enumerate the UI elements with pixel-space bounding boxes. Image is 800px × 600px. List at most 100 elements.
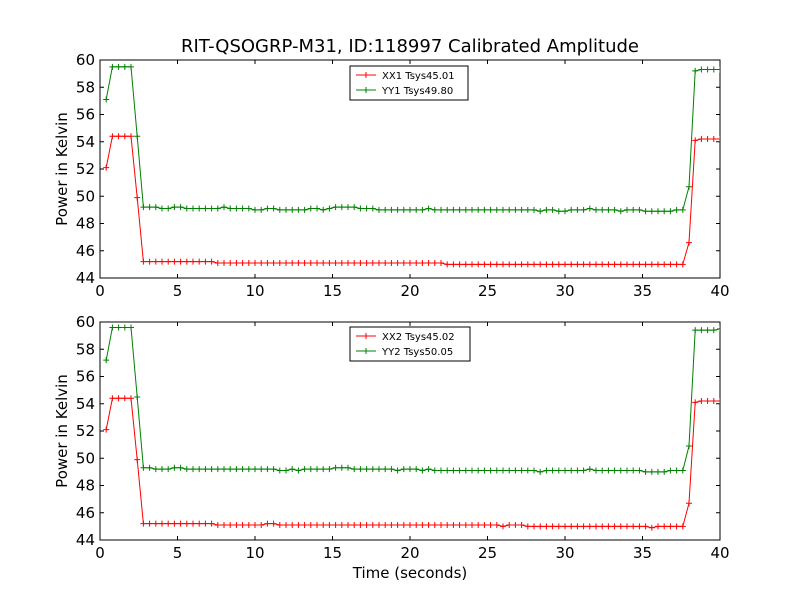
data-point-marker	[506, 261, 513, 268]
data-point-marker	[692, 137, 699, 144]
data-point-marker	[289, 206, 296, 213]
data-point-marker	[562, 467, 568, 474]
legend-box	[349, 65, 469, 101]
data-point-marker	[177, 204, 184, 211]
data-point-marker	[599, 261, 606, 268]
data-point-marker	[407, 260, 413, 267]
data-point-marker	[357, 205, 364, 212]
legend-marker	[363, 348, 369, 354]
data-point-marker	[481, 261, 488, 268]
data-point-marker	[593, 467, 599, 474]
data-point-marker	[314, 205, 320, 212]
data-point-marker	[555, 467, 562, 474]
data-point-marker	[413, 260, 420, 267]
data-point-marker	[134, 456, 141, 463]
data-point-marker	[388, 260, 395, 267]
data-point-marker	[252, 260, 258, 267]
data-point-marker	[103, 96, 110, 103]
data-point-marker	[636, 261, 643, 268]
data-point-marker	[252, 466, 258, 473]
x-tick-label: 5	[173, 544, 183, 562]
y-axis-label: Power in Kelvin	[53, 112, 71, 226]
data-point-marker	[630, 523, 637, 530]
data-point-marker	[326, 466, 333, 473]
data-point-marker	[444, 522, 451, 529]
data-point-marker	[115, 133, 122, 140]
data-point-marker	[462, 261, 469, 268]
data-point-marker	[704, 66, 711, 73]
data-point-marker	[524, 261, 531, 268]
y-tick-label: 54	[76, 395, 95, 413]
data-point-marker	[630, 261, 637, 268]
data-point-marker	[580, 206, 587, 213]
x-tick-label: 25	[478, 544, 497, 562]
data-point-marker	[611, 261, 618, 268]
data-point-marker	[686, 239, 692, 246]
data-point-marker	[438, 260, 444, 267]
data-point-marker	[586, 523, 593, 530]
data-point-marker	[258, 260, 265, 267]
data-point-marker	[121, 63, 128, 70]
data-point-marker	[574, 206, 581, 213]
data-point-marker	[425, 522, 432, 529]
data-point-marker	[295, 467, 302, 474]
data-point-marker	[134, 133, 141, 140]
data-point-marker	[673, 523, 680, 530]
data-point-marker	[524, 467, 531, 474]
data-point-marker	[419, 206, 426, 213]
x-tick-label: 0	[95, 282, 105, 300]
data-point-marker	[369, 522, 376, 529]
data-point-marker	[617, 208, 624, 215]
y-tick-label: 50	[76, 449, 95, 467]
data-point-marker	[611, 467, 618, 474]
data-point-marker	[202, 258, 209, 265]
y-tick-label: 46	[76, 504, 95, 522]
data-point-marker	[134, 393, 141, 400]
data-point-marker	[667, 467, 674, 474]
series-line	[105, 397, 720, 529]
data-point-marker	[493, 522, 500, 529]
data-point-marker	[493, 467, 500, 474]
data-point-marker	[673, 261, 680, 268]
data-point-marker	[338, 204, 345, 211]
data-point-marker	[605, 206, 612, 213]
data-point-marker	[338, 260, 345, 267]
data-point-marker	[177, 520, 184, 527]
data-point-marker	[351, 260, 358, 267]
data-point-marker	[363, 522, 370, 529]
data-point-marker	[555, 208, 562, 215]
data-point-marker	[338, 464, 345, 471]
data-point-marker	[431, 467, 438, 474]
data-point-marker	[264, 520, 271, 527]
data-point-marker	[562, 261, 568, 268]
data-point-marker	[413, 206, 420, 213]
data-point-marker	[376, 260, 382, 267]
data-point-marker	[624, 467, 630, 474]
legend-entry: XX2 Tsys45.02	[382, 332, 455, 343]
data-point-marker	[586, 205, 593, 212]
data-point-marker	[450, 261, 457, 268]
data-point-marker	[655, 208, 661, 215]
data-point-marker	[549, 467, 556, 474]
data-point-marker	[487, 467, 494, 474]
legend: XX2 Tsys45.02 YY2 Tsys50.05	[349, 326, 471, 362]
data-point-marker	[171, 258, 178, 265]
legend-entry: YY1 Tsys49.80	[381, 86, 453, 97]
data-point-marker	[103, 164, 110, 171]
data-point-marker	[171, 204, 178, 211]
data-point-marker	[208, 205, 215, 212]
data-point-marker	[500, 261, 506, 268]
data-point-marker	[512, 522, 519, 529]
data-point-marker	[258, 522, 265, 529]
data-point-marker	[512, 467, 519, 474]
data-point-marker	[152, 520, 159, 527]
data-point-marker	[506, 522, 513, 529]
data-point-marker	[115, 395, 122, 402]
data-point-marker	[642, 523, 649, 530]
data-point-marker	[593, 206, 599, 213]
x-tick-label: 10	[245, 282, 264, 300]
x-tick-label: 35	[633, 282, 652, 300]
data-point-marker	[506, 206, 513, 213]
data-point-marker	[388, 522, 395, 529]
data-point-marker	[382, 522, 389, 529]
